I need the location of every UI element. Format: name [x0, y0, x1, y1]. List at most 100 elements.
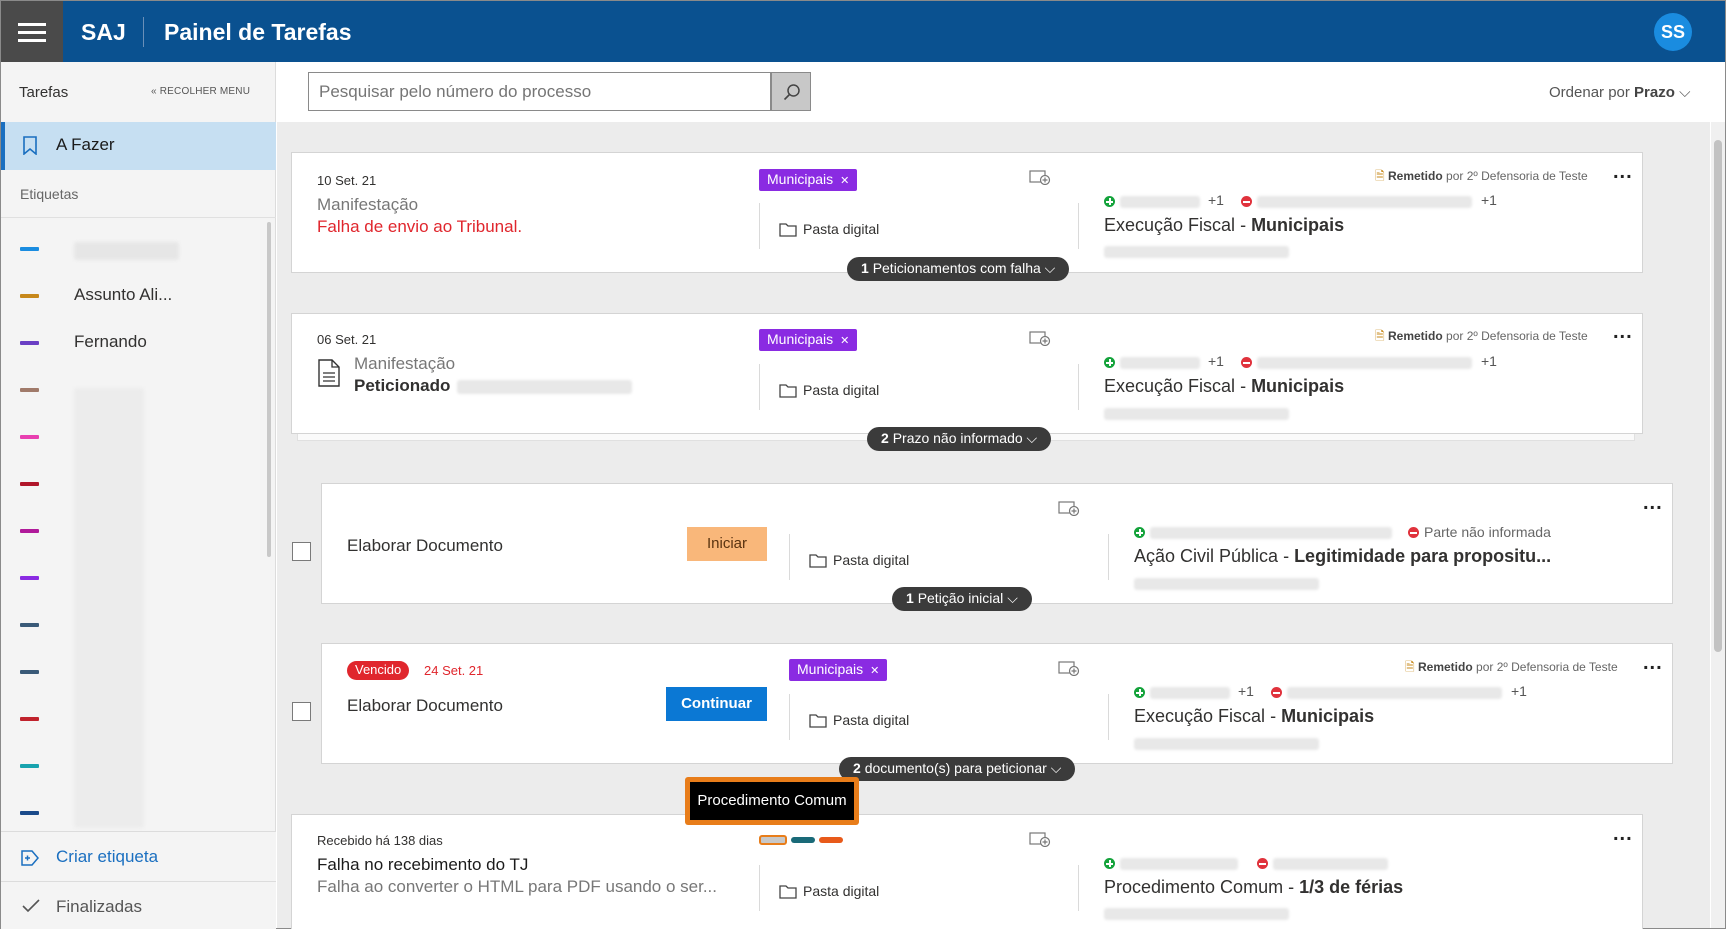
mini-tag[interactable]: [759, 835, 787, 845]
more-options-button[interactable]: ...: [1613, 823, 1633, 845]
expand-group-pill[interactable]: 2 documento(s) para peticionar ⌵: [839, 757, 1076, 781]
party-count[interactable]: +1: [1208, 192, 1224, 208]
create-label-button[interactable]: Criar etiqueta: [1, 831, 276, 881]
tag-chip[interactable]: Municipais ✕: [759, 329, 858, 351]
label-item[interactable]: [1, 367, 266, 414]
main-scrollbar[interactable]: [1711, 122, 1725, 928]
party-count[interactable]: +1: [1481, 192, 1497, 208]
continue-button[interactable]: Continuar: [666, 687, 767, 721]
label-item[interactable]: [1, 790, 266, 837]
sidebar-item-a-fazer[interactable]: A Fazer: [1, 122, 276, 170]
label-item[interactable]: [1, 226, 266, 273]
party-count[interactable]: +1: [1208, 353, 1224, 369]
add-to-folder-icon[interactable]: [1058, 500, 1080, 516]
search-button[interactable]: [771, 72, 811, 111]
more-options-button[interactable]: ...: [1613, 321, 1633, 343]
label-item[interactable]: [1, 461, 266, 508]
start-button[interactable]: Iniciar: [687, 527, 767, 561]
label-item[interactable]: [1, 414, 266, 461]
task-checkbox[interactable]: [292, 702, 311, 721]
label-item[interactable]: Fernando: [1, 320, 266, 367]
digital-folder-link[interactable]: Pasta digital: [809, 552, 909, 568]
add-to-folder-icon[interactable]: [1029, 169, 1051, 185]
process-subject: 1/3 de férias: [1299, 877, 1404, 897]
process-class: Execução Fiscal - Municipais: [1104, 215, 1345, 235]
forward-doc-icon: 🗎: [1405, 660, 1415, 674]
pill-count: 2: [881, 430, 889, 446]
tag-chip[interactable]: Municipais ✕: [789, 659, 888, 681]
expand-group-pill[interactable]: 1 Petição inicial ⌵: [892, 587, 1032, 611]
scrollbar-thumb[interactable]: [1714, 140, 1722, 652]
expand-group-pill[interactable]: 1 Peticionamentos com falha ⌵: [847, 257, 1070, 281]
label-item[interactable]: Assunto Ali...: [1, 273, 266, 320]
top-bar: SAJ Painel de Tarefas SS: [1, 1, 1725, 62]
add-to-folder-icon[interactable]: [1029, 831, 1051, 847]
task-status: Peticionado: [354, 376, 451, 395]
label-item[interactable]: [1, 555, 266, 602]
task-checkbox[interactable]: [292, 542, 311, 561]
expand-group-pill[interactable]: 2 Prazo não informado ⌵: [867, 427, 1052, 451]
digital-folder-link[interactable]: Pasta digital: [809, 712, 909, 728]
blurred-party: [1257, 196, 1472, 208]
remove-tag-icon[interactable]: ✕: [870, 665, 880, 677]
add-to-folder-icon[interactable]: [1058, 660, 1080, 676]
label-item[interactable]: [1, 649, 266, 696]
sidebar-scrollbar[interactable]: [267, 222, 271, 557]
more-options-button[interactable]: ...: [1613, 161, 1633, 183]
pill-text: documento(s) para peticionar: [864, 760, 1047, 776]
digital-folder-link[interactable]: Pasta digital: [779, 883, 879, 899]
avatar[interactable]: SS: [1654, 13, 1692, 51]
label-item[interactable]: [1, 602, 266, 649]
tag-add-icon: [21, 850, 39, 866]
sort-dropdown[interactable]: Ordenar por Prazo ⌵: [1549, 84, 1690, 101]
task-card[interactable]: 10 Set. 21 Manifestação Falha de envio a…: [291, 152, 1643, 273]
task-card[interactable]: 06 Set. 21 Manifestação Peticionado Muni…: [291, 313, 1643, 434]
folder-label: Pasta digital: [803, 883, 880, 899]
more-options-button[interactable]: ...: [1643, 652, 1663, 674]
folder-label: Pasta digital: [833, 712, 910, 728]
mini-tag[interactable]: [791, 837, 815, 843]
process-class: Execução Fiscal - Municipais: [1134, 706, 1375, 726]
task-card[interactable]: Recebido há 138 dias Falha no recebiment…: [291, 814, 1643, 929]
task-card[interactable]: Elaborar Documento Iniciar Pasta digital…: [321, 483, 1673, 604]
task-type: Manifestação: [354, 354, 456, 373]
label-item[interactable]: [1, 743, 266, 790]
header-divider: [143, 17, 144, 47]
remetido-label: Remetido: [1388, 169, 1443, 183]
remove-tag-icon[interactable]: ✕: [840, 175, 850, 187]
blurred-process-number: [1134, 738, 1319, 750]
add-to-folder-icon[interactable]: [1029, 330, 1051, 346]
hamburger-menu-button[interactable]: [1, 1, 63, 62]
task-status: Falha de envio ao Tribunal.: [317, 217, 523, 236]
search-input[interactable]: [308, 72, 771, 111]
divider: [1108, 694, 1109, 740]
blurred-process-number: [1104, 408, 1289, 420]
chevron-down-icon: ⌵: [1026, 430, 1038, 446]
label-color-swatch: [20, 529, 39, 533]
sidebar-title: Tarefas: [19, 84, 69, 101]
pill-count: 1: [906, 590, 914, 606]
more-options-button[interactable]: ...: [1643, 492, 1663, 514]
remove-tag-icon[interactable]: ✕: [840, 335, 850, 347]
pill-text: Prazo não informado: [892, 430, 1023, 446]
mini-tag[interactable]: [819, 837, 843, 843]
party-count[interactable]: +1: [1511, 683, 1527, 699]
divider: [789, 694, 790, 740]
digital-folder-link[interactable]: Pasta digital: [779, 382, 879, 398]
label-item[interactable]: [1, 508, 266, 555]
task-card[interactable]: Vencido 24 Set. 21 Elaborar Documento Co…: [321, 643, 1673, 764]
brand-logo[interactable]: SAJ: [81, 19, 126, 45]
party-count[interactable]: +1: [1238, 683, 1254, 699]
remetido-label: Remetido: [1418, 660, 1473, 674]
tag-chip[interactable]: Municipais ✕: [759, 169, 858, 191]
sort-value: Prazo: [1634, 84, 1675, 101]
hamburger-icon-line: [18, 39, 46, 42]
minus-party-icon: [1257, 858, 1268, 869]
collapse-menu-button[interactable]: « RECOLHER MENU: [151, 86, 250, 97]
digital-folder-link[interactable]: Pasta digital: [779, 221, 879, 237]
label-color-swatch: [20, 341, 39, 345]
party-count[interactable]: +1: [1481, 353, 1497, 369]
sidebar-item-finalizadas[interactable]: Finalizadas: [1, 881, 276, 929]
divider: [759, 203, 760, 249]
label-item[interactable]: [1, 696, 266, 743]
